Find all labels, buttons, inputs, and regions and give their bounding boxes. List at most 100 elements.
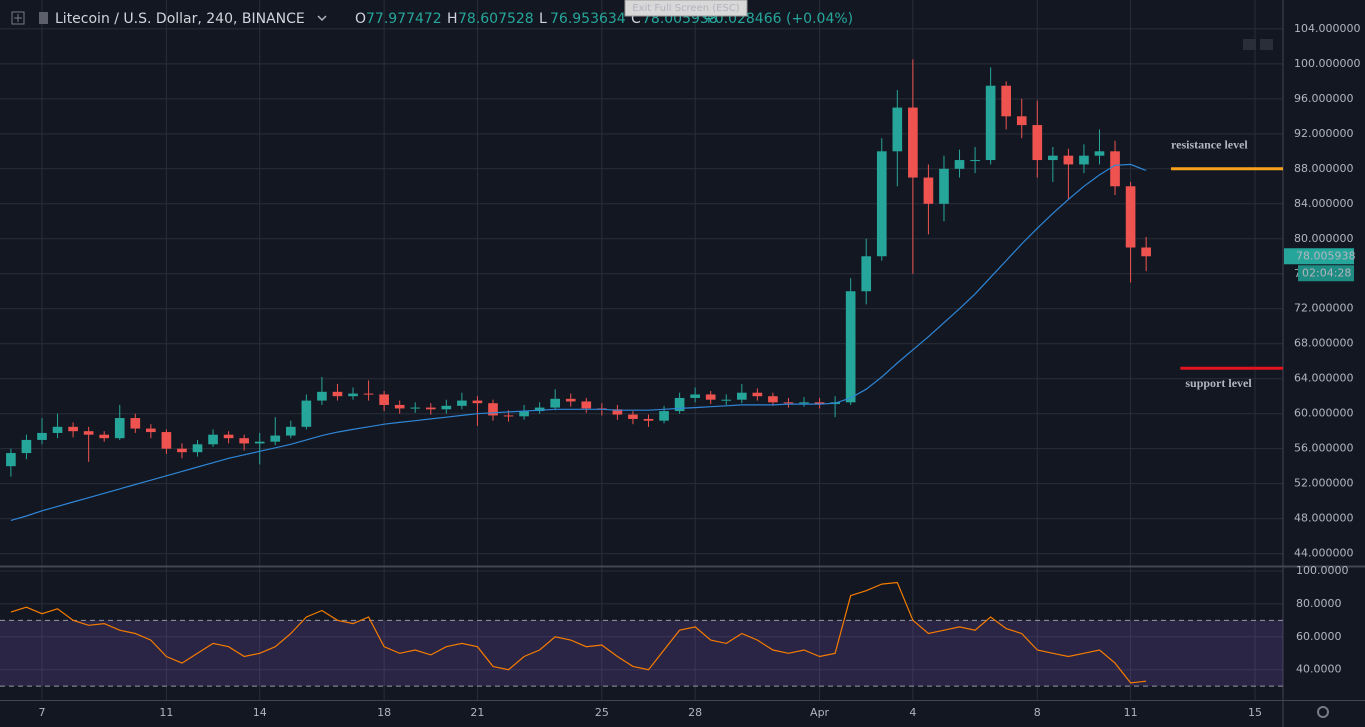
candle-body	[581, 401, 592, 409]
y-tick-label: 48.000000	[1294, 512, 1354, 525]
candle-body	[254, 441, 265, 444]
candle-body	[736, 392, 747, 400]
y-tick-label: 64.000000	[1294, 372, 1354, 385]
candle-body	[799, 402, 809, 404]
price-label: 78.005938	[1296, 249, 1356, 262]
candle-body	[861, 256, 872, 292]
candle-body	[208, 434, 218, 445]
symbol-icon	[39, 12, 48, 24]
candle-body	[534, 407, 545, 412]
candle-body	[985, 85, 996, 161]
y-tick-label: 84.000000	[1294, 197, 1354, 210]
y-tick-label: 52.000000	[1294, 477, 1354, 490]
candle-body	[721, 399, 732, 401]
candle-body	[1110, 151, 1120, 187]
settings-icon[interactable]	[1317, 706, 1329, 718]
y-tick-label: 60.000000	[1294, 407, 1354, 420]
x-tick-label: 18	[377, 706, 391, 719]
y-tick-label: 56.000000	[1294, 442, 1354, 455]
candle-body	[939, 168, 949, 204]
ohlc-key: O	[355, 11, 366, 27]
dropdown-icon[interactable]	[317, 15, 327, 22]
candle-body	[814, 402, 825, 405]
candle-body	[550, 398, 561, 408]
candle-body	[394, 404, 405, 409]
level-label: resistance level	[1171, 138, 1248, 152]
candle-body	[1001, 85, 1012, 117]
pane-button[interactable]	[1243, 39, 1256, 50]
candle-body	[301, 400, 312, 427]
candle-body	[628, 414, 638, 419]
rsi-line	[10, 581, 1147, 684]
candle-body	[239, 438, 249, 444]
y-tick-label: 96.000000	[1294, 92, 1354, 105]
x-tick-label: 14	[253, 706, 267, 719]
x-tick-label: Apr	[810, 706, 830, 719]
candle-body	[37, 432, 47, 440]
candle-body	[923, 177, 934, 204]
y-tick-label: 80.000000	[1294, 232, 1354, 245]
candle-body	[1094, 151, 1105, 156]
candle-body	[612, 409, 623, 415]
grid	[0, 0, 1283, 700]
symbol-title: Litecoin / U.S. Dollar, 240, BINANCE	[55, 11, 305, 27]
plot	[0, 59, 1283, 687]
candle-body	[954, 160, 965, 169]
candle-body	[6, 453, 16, 467]
candle-body	[130, 418, 141, 429]
x-tick-label: 7	[38, 706, 45, 719]
candle-body	[565, 398, 576, 402]
candle-body	[892, 107, 903, 152]
candle-body	[410, 407, 421, 409]
candle-body	[783, 402, 794, 404]
y-tick-label: 60.0000	[1296, 630, 1342, 643]
candle-body	[519, 411, 529, 417]
x-tick-label: 28	[688, 706, 702, 719]
candle-body	[674, 397, 685, 412]
y-tick-label: 80.0000	[1296, 597, 1342, 610]
moving-average	[10, 163, 1147, 521]
candle-body	[1079, 155, 1089, 165]
add-icon[interactable]	[11, 11, 25, 25]
ohlc-value: 77.977472	[366, 11, 442, 27]
candle-body	[270, 435, 281, 442]
ohlc-key: C	[631, 11, 641, 27]
tooltip: Exit Full Screen (ESC)	[632, 3, 740, 14]
rsi-band	[0, 620, 1283, 687]
y-tick-label: 92.000000	[1294, 127, 1354, 140]
candle-body	[146, 428, 156, 433]
candle-body	[876, 151, 887, 257]
x-tick-label: 11	[1124, 706, 1138, 719]
ohlc-value: 76.953634	[550, 11, 626, 27]
candle-body	[425, 407, 436, 410]
candle-body	[161, 432, 172, 449]
candle-body	[68, 426, 78, 432]
candle-body	[379, 394, 389, 405]
price-label-bg	[1284, 248, 1354, 265]
candle-body	[223, 434, 234, 439]
pane-button[interactable]	[1260, 39, 1273, 50]
ohlc-key: L	[539, 11, 547, 27]
x-tick-label: 25	[595, 706, 609, 719]
ohlc-value: 78.607528	[458, 11, 534, 27]
y-tick-label: 44.000000	[1294, 547, 1354, 560]
overlay: O 77.977472 H 78.607528 L 76.953634 C 78.005938…	[38, 0, 1360, 719]
candle-body	[690, 394, 700, 398]
price-axis-bg	[1283, 0, 1365, 727]
ohlc-key: H	[447, 11, 458, 27]
candle-body	[503, 415, 514, 417]
candle-body	[845, 291, 856, 403]
candle-body	[1063, 155, 1074, 165]
candle-body	[114, 418, 125, 439]
candle-body	[1141, 247, 1151, 257]
candle-body	[472, 400, 483, 404]
y-tick-label: 100.000000	[1294, 57, 1360, 70]
candle-body	[441, 405, 452, 410]
y-tick-label: 104.000000	[1294, 22, 1360, 35]
candle-body	[643, 418, 654, 421]
candle-body	[83, 431, 94, 435]
candle-body	[752, 392, 763, 397]
x-tick-label: 15	[1248, 706, 1262, 719]
x-tick-label: 11	[159, 706, 173, 719]
